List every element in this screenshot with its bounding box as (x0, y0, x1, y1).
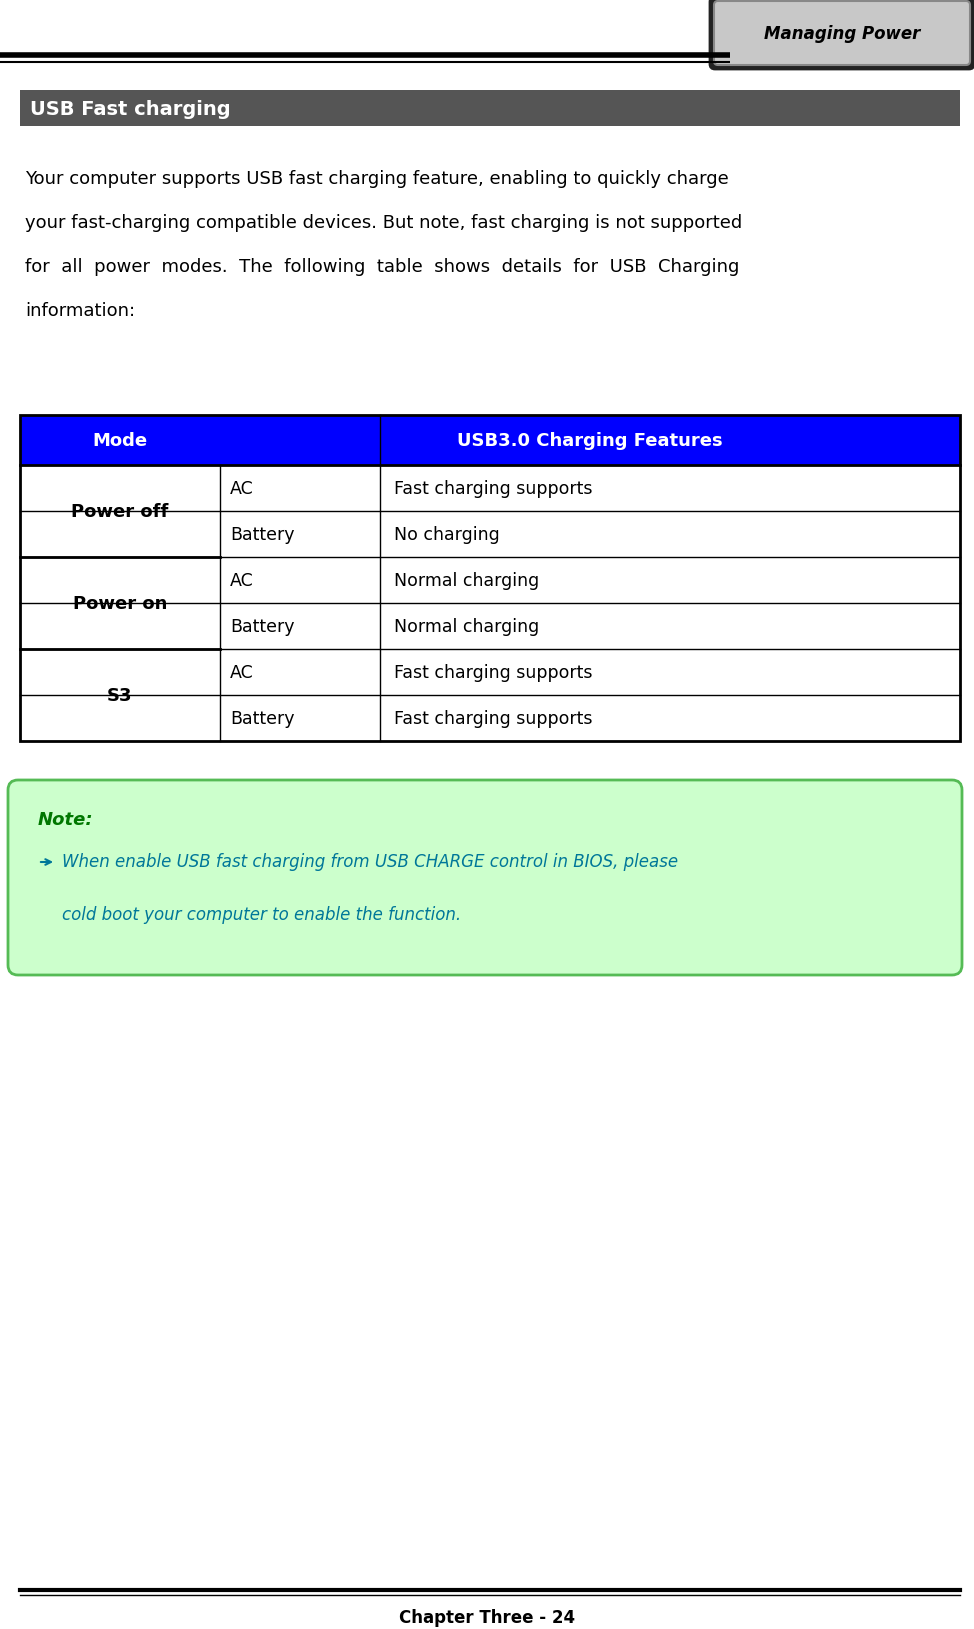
Text: Fast charging supports: Fast charging supports (394, 710, 592, 728)
Text: for  all  power  modes.  The  following  table  shows  details  for  USB  Chargi: for all power modes. The following table… (25, 257, 739, 275)
Text: S3: S3 (107, 687, 132, 705)
Text: Power on: Power on (73, 595, 168, 613)
Text: Battery: Battery (230, 710, 294, 728)
FancyBboxPatch shape (8, 780, 962, 976)
Text: cold boot your computer to enable the function.: cold boot your computer to enable the fu… (62, 906, 461, 924)
Text: USB Fast charging: USB Fast charging (30, 99, 231, 119)
Text: Mode: Mode (93, 432, 148, 450)
Text: USB3.0 Charging Features: USB3.0 Charging Features (457, 432, 723, 450)
Text: Managing Power: Managing Power (764, 24, 920, 42)
Text: Battery: Battery (230, 617, 294, 635)
Text: AC: AC (230, 665, 254, 683)
FancyBboxPatch shape (714, 2, 970, 65)
Text: AC: AC (230, 481, 254, 498)
Bar (20, 415, 960, 741)
Text: No charging: No charging (394, 526, 500, 544)
Text: information:: information: (25, 301, 135, 319)
Text: Normal charging: Normal charging (394, 572, 540, 590)
Bar (20, 90, 960, 125)
Text: Fast charging supports: Fast charging supports (394, 665, 592, 683)
Bar (20, 415, 960, 464)
Text: Normal charging: Normal charging (394, 617, 540, 635)
FancyBboxPatch shape (710, 0, 974, 68)
Text: Fast charging supports: Fast charging supports (394, 481, 592, 498)
Text: Chapter Three - 24: Chapter Three - 24 (399, 1609, 575, 1627)
Text: AC: AC (230, 572, 254, 590)
Text: your fast-charging compatible devices. But note, fast charging is not supported: your fast-charging compatible devices. B… (25, 213, 742, 231)
Text: Your computer supports USB fast charging feature, enabling to quickly charge: Your computer supports USB fast charging… (25, 169, 729, 187)
Text: Note:: Note: (38, 811, 94, 829)
Text: Battery: Battery (230, 526, 294, 544)
Text: When enable USB fast charging from USB CHARGE control in BIOS, please: When enable USB fast charging from USB C… (62, 854, 678, 872)
Text: Power off: Power off (71, 503, 169, 521)
